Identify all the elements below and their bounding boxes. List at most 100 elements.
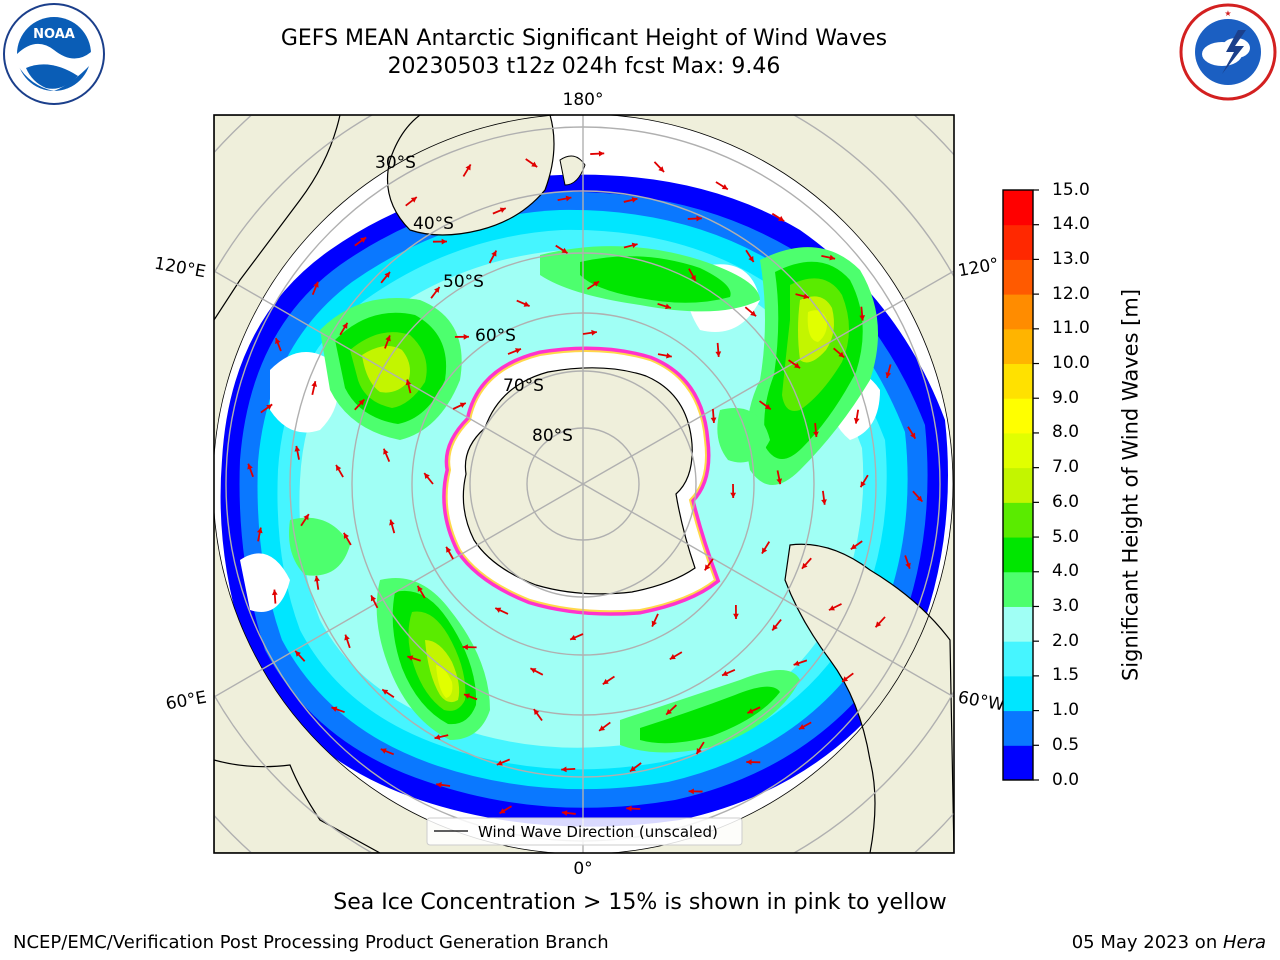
wind-arrow-head bbox=[860, 481, 866, 488]
wind-arrow-head bbox=[303, 514, 309, 521]
map-frame bbox=[213, 114, 955, 854]
colorbar-segment bbox=[1003, 745, 1033, 781]
wind-arrow-head bbox=[666, 708, 672, 715]
wind-arrow-head bbox=[591, 329, 597, 336]
wind-arrow-head bbox=[721, 184, 728, 190]
wind-arrow-head bbox=[531, 161, 538, 168]
colorbar-tick-label: 5.0 bbox=[1052, 526, 1080, 547]
africa bbox=[214, 759, 381, 853]
footer-date-text: 05 May 2023 on bbox=[1071, 932, 1223, 953]
wind-arrow-head bbox=[704, 564, 711, 571]
colorbar-tick-label: 1.5 bbox=[1052, 665, 1080, 686]
wind-arrow-head bbox=[798, 724, 805, 730]
lat-label-70s: 70°S bbox=[503, 376, 544, 396]
wind-arrow-head bbox=[344, 634, 350, 641]
wind-arrow-head bbox=[342, 322, 348, 329]
wind-arrow-head bbox=[313, 281, 319, 288]
wind-arrow-head bbox=[665, 303, 671, 310]
wind-arrow-head bbox=[793, 660, 800, 666]
wind-arrow-head bbox=[561, 247, 568, 254]
wind-arrow-head bbox=[853, 417, 860, 424]
colorbar-segment bbox=[1003, 502, 1033, 538]
wind-arrow-head bbox=[829, 254, 836, 261]
wind-arrow-head bbox=[495, 607, 502, 613]
wind-arrow-head bbox=[256, 527, 263, 534]
map-legend: Wind Wave Direction (unscaled) bbox=[426, 817, 743, 846]
colorbar-tick-label: 0.0 bbox=[1052, 769, 1080, 790]
wind-arrow-head bbox=[761, 547, 768, 554]
wind-arrow-head bbox=[875, 621, 882, 628]
wind-arrow-head bbox=[385, 335, 391, 342]
wind-arrow-head bbox=[722, 670, 729, 676]
colorbar-segment bbox=[1003, 675, 1033, 712]
antarctica bbox=[462, 367, 696, 595]
wind-arrow-head bbox=[499, 207, 506, 213]
wind-arrow-head bbox=[464, 693, 470, 699]
wind-arrow-head bbox=[730, 492, 737, 498]
wind-arrow-head bbox=[910, 432, 916, 439]
colorbar-tick-label: 0.5 bbox=[1052, 734, 1080, 755]
wind-arrow-head bbox=[441, 238, 447, 245]
colorbar-tick-label: 13.0 bbox=[1052, 248, 1090, 269]
wind-arrow-head bbox=[631, 242, 638, 249]
wind-arrow-head bbox=[801, 562, 808, 569]
colorbar-tick-label: 4.0 bbox=[1052, 561, 1080, 582]
wind-arrow-head bbox=[561, 766, 567, 773]
wind-arrow-head bbox=[696, 215, 702, 222]
colorbar-tick-label: 9.0 bbox=[1052, 387, 1080, 408]
colorbar-tick-label: 3.0 bbox=[1052, 595, 1080, 616]
wind-arrow-head bbox=[794, 362, 801, 369]
lon-label-60w: 60°W bbox=[956, 688, 1006, 716]
legend-label: Wind Wave Direction (unscaled) bbox=[478, 823, 718, 841]
wind-arrow-head bbox=[424, 473, 430, 479]
wind-arrow-head bbox=[561, 810, 568, 816]
colorbar-segment bbox=[1003, 467, 1033, 503]
wind-arrow-head bbox=[496, 760, 503, 766]
lat-label-30s: 30°S bbox=[375, 153, 416, 173]
lat-label-80s: 80°S bbox=[532, 426, 573, 446]
colorbar-segment bbox=[1003, 641, 1033, 677]
colorbar-segment bbox=[1003, 398, 1033, 434]
colorbar-tick-label: 10.0 bbox=[1052, 353, 1090, 374]
wind-arrow-head bbox=[905, 562, 911, 569]
footer-host: Hera bbox=[1222, 932, 1266, 953]
wind-arrow-head bbox=[715, 351, 722, 357]
lat-label-40s: 40°S bbox=[413, 214, 454, 234]
lon-label-120e: 120°E bbox=[153, 254, 207, 283]
wind-arrow-head bbox=[275, 338, 281, 344]
noaa-logo-text: NOAA bbox=[33, 27, 75, 42]
wind-arrow-head bbox=[523, 301, 530, 307]
chart-subtitle: 20230503 t12z 024h fcst Max: 9.46 bbox=[387, 54, 781, 79]
indian-region-land bbox=[214, 115, 341, 322]
wind-arrow-head bbox=[593, 281, 600, 287]
wind-arrow-head bbox=[462, 644, 468, 651]
wind-arrow-head bbox=[838, 351, 845, 358]
colorbar-segment bbox=[1003, 363, 1033, 399]
wind-arrow-head bbox=[294, 445, 301, 452]
wind-arrow-head bbox=[733, 613, 739, 620]
colorbar-segment bbox=[1003, 294, 1033, 330]
lon-label-0: 0° bbox=[573, 859, 592, 879]
wind-arrow-head bbox=[436, 782, 442, 788]
wind-arrow-head bbox=[626, 805, 632, 812]
lon-label-120w: 120° bbox=[957, 255, 1001, 282]
wind-arrow-head bbox=[658, 166, 665, 173]
colorbar-segment bbox=[1003, 710, 1033, 746]
wind-arrow-head bbox=[850, 543, 857, 550]
lat-label-50s: 50°S bbox=[443, 272, 484, 292]
wind-arrow-head bbox=[295, 650, 301, 657]
wind-arrow-head bbox=[247, 463, 253, 470]
wind-arrow-head bbox=[383, 448, 389, 455]
sea-ice-note: Sea Ice Concentration > 15% is shown in … bbox=[333, 890, 947, 915]
colorbar-segment bbox=[1003, 259, 1033, 295]
wind-arrow-head bbox=[407, 655, 414, 661]
footer-date: 05 May 2023 on Hera bbox=[1072, 932, 1266, 953]
wind-arrow-head bbox=[370, 595, 377, 602]
lat-label-60s: 60°S bbox=[475, 326, 516, 346]
wind-arrow-head bbox=[266, 404, 273, 410]
wind-arrow-head bbox=[916, 495, 923, 502]
wind-arrow-head bbox=[821, 499, 827, 505]
wind-arrow-head bbox=[750, 310, 757, 317]
wind-arrow-head bbox=[434, 286, 440, 293]
colorbar-segment bbox=[1003, 328, 1033, 365]
